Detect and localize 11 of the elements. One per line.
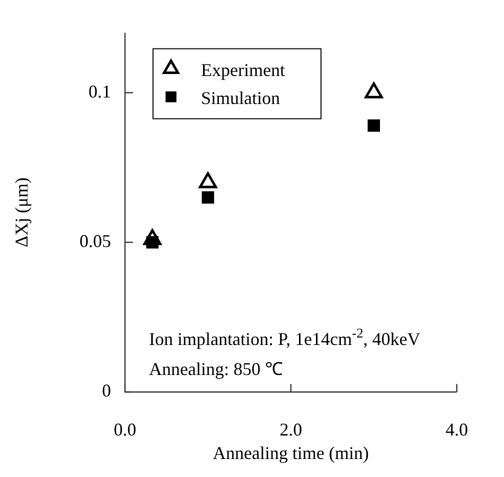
annotation: Annealing: 850 ℃ [149, 358, 283, 379]
y-tick-label: 0.05 [80, 231, 111, 252]
y-axis-title: ΔXj (μm) [12, 178, 32, 248]
x-tick-label: 2.0 [280, 420, 302, 440]
x-tick-label: 4.0 [446, 420, 468, 440]
x-tick-label: 0.0 [114, 420, 136, 440]
y-tick-label: 0.1 [88, 81, 111, 102]
legend-label: Experiment [201, 60, 285, 80]
x-axis-title: Annealing time (min) [212, 442, 369, 463]
y-tick-label: 0 [102, 380, 111, 401]
legend-label: Simulation [201, 88, 280, 108]
